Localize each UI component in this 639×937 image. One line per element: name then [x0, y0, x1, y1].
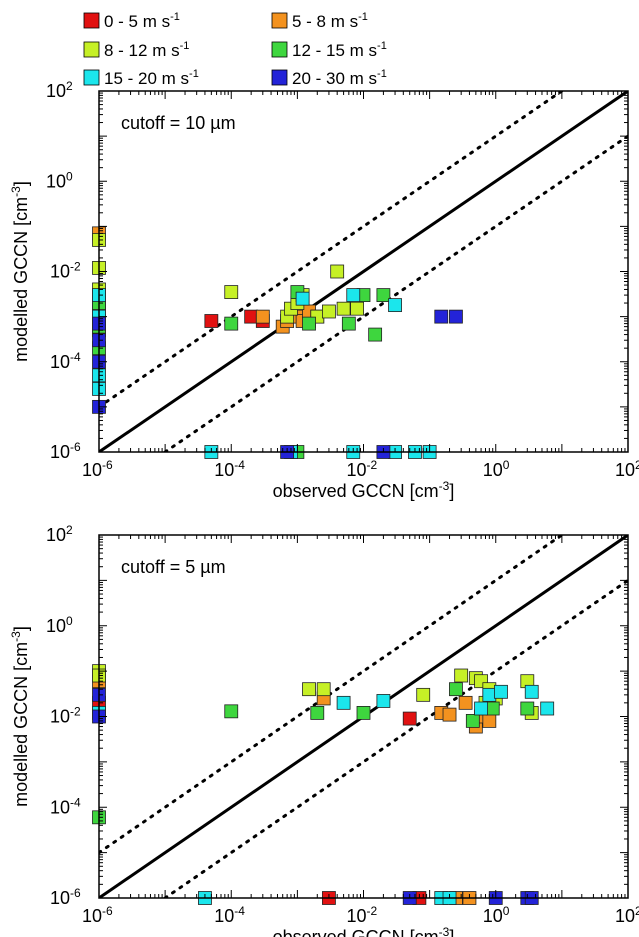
lower-factor-line [163, 578, 628, 898]
cutoff-annotation: cutoff = 10 µm [121, 113, 236, 133]
data-point [474, 701, 488, 716]
y-tick-label: 102 [46, 523, 73, 545]
lower-factor-line [163, 134, 628, 452]
data-point [346, 288, 361, 302]
x-tick-label: 10-6 [82, 904, 113, 926]
data-point [341, 316, 356, 331]
x-tick-label: 10-4 [214, 458, 245, 480]
data-point [316, 682, 331, 697]
data-point [336, 301, 351, 316]
data-point [224, 704, 239, 719]
y-tick-label: 10-4 [50, 795, 81, 817]
legend-swatch [83, 69, 100, 86]
legend-label: 0 - 5 m s-1 [104, 11, 180, 31]
x-tick-label: 10-2 [347, 458, 378, 480]
data-point [458, 695, 473, 710]
y-tick-label: 100 [46, 169, 73, 191]
legend-swatch [83, 12, 100, 29]
x-tick-label: 102 [615, 904, 639, 926]
data-point [350, 301, 364, 316]
data-point [224, 316, 239, 331]
data-point [465, 713, 480, 728]
data-point [449, 682, 463, 697]
y-tick-label: 100 [46, 614, 73, 636]
x-tick-label: 10-6 [82, 458, 113, 480]
data-point [416, 687, 431, 702]
data-point [310, 706, 325, 720]
y-tick-label: 10-6 [50, 440, 81, 462]
data-point [356, 706, 371, 720]
data-point [224, 285, 239, 299]
data-point [302, 316, 316, 331]
legend-label: 5 - 8 m s-1 [292, 11, 368, 31]
legend: 0 - 5 m s-1 5 - 8 m s-1 8 - 12 m s-1 12 - 1… [83, 11, 387, 88]
x-axis-label: observed GCCN [cm-3] [273, 925, 455, 937]
legend-swatch [271, 41, 288, 58]
y-axis-label: modelled GCCN [cm-3] [9, 181, 31, 362]
legend-swatch [83, 41, 100, 58]
legend-swatch [271, 69, 288, 86]
data-point [524, 684, 539, 699]
legend-label: 20 - 30 m s-1 [292, 68, 387, 88]
data-point [330, 264, 345, 279]
data-point [255, 309, 270, 324]
data-point [376, 694, 391, 708]
y-tick-label: 10-2 [50, 260, 81, 282]
data-point [494, 684, 508, 699]
x-tick-label: 102 [615, 458, 639, 480]
data-point [336, 695, 351, 710]
legend-label: 8 - 12 m s-1 [104, 40, 189, 60]
y-tick-label: 10-6 [50, 886, 81, 908]
data-point [482, 687, 497, 702]
data-point [322, 304, 336, 319]
x-tick-label: 10-4 [214, 904, 245, 926]
data-point [295, 291, 310, 306]
y-tick-label: 10-4 [50, 350, 81, 372]
data-point [485, 701, 500, 716]
data-point [376, 288, 391, 302]
legend-swatch [271, 12, 288, 29]
data-point [449, 309, 463, 324]
chart-panel-bottom: 10-6 10-4 10-2 100 102 10-6 10-4 10-2 100 102 obse… [9, 523, 639, 937]
data-point [520, 701, 535, 716]
x-tick-label: 100 [483, 458, 510, 480]
data-point [204, 314, 219, 328]
data-point [482, 713, 497, 728]
x-tick-label: 10-2 [347, 904, 378, 926]
data-point [402, 711, 417, 726]
data-point [540, 701, 555, 716]
y-tick-label: 10-2 [50, 705, 81, 727]
x-axis-label: observed GCCN [cm-3] [273, 479, 455, 501]
data-point [454, 668, 469, 683]
legend-label: 12 - 15 m s-1 [292, 40, 387, 60]
data-point [302, 682, 316, 697]
data-point [244, 309, 259, 324]
one-to-one-line [99, 91, 628, 452]
chart-panel-top: 10-6 10-4 10-2 100 102 10-6 10-4 10-2 100 102 obse… [9, 79, 639, 501]
data-point [368, 327, 383, 342]
data-point [442, 707, 457, 722]
data-point [388, 298, 402, 313]
upper-factor-line [99, 91, 564, 409]
data-point [434, 309, 449, 324]
legend-label: 15 - 20 m s-1 [104, 68, 199, 88]
x-tick-label: 100 [483, 904, 510, 926]
cutoff-annotation: cutoff = 5 µm [121, 557, 226, 577]
y-axis-label: modelled GCCN [cm-3] [9, 626, 31, 807]
y-tick-label: 102 [46, 79, 73, 101]
